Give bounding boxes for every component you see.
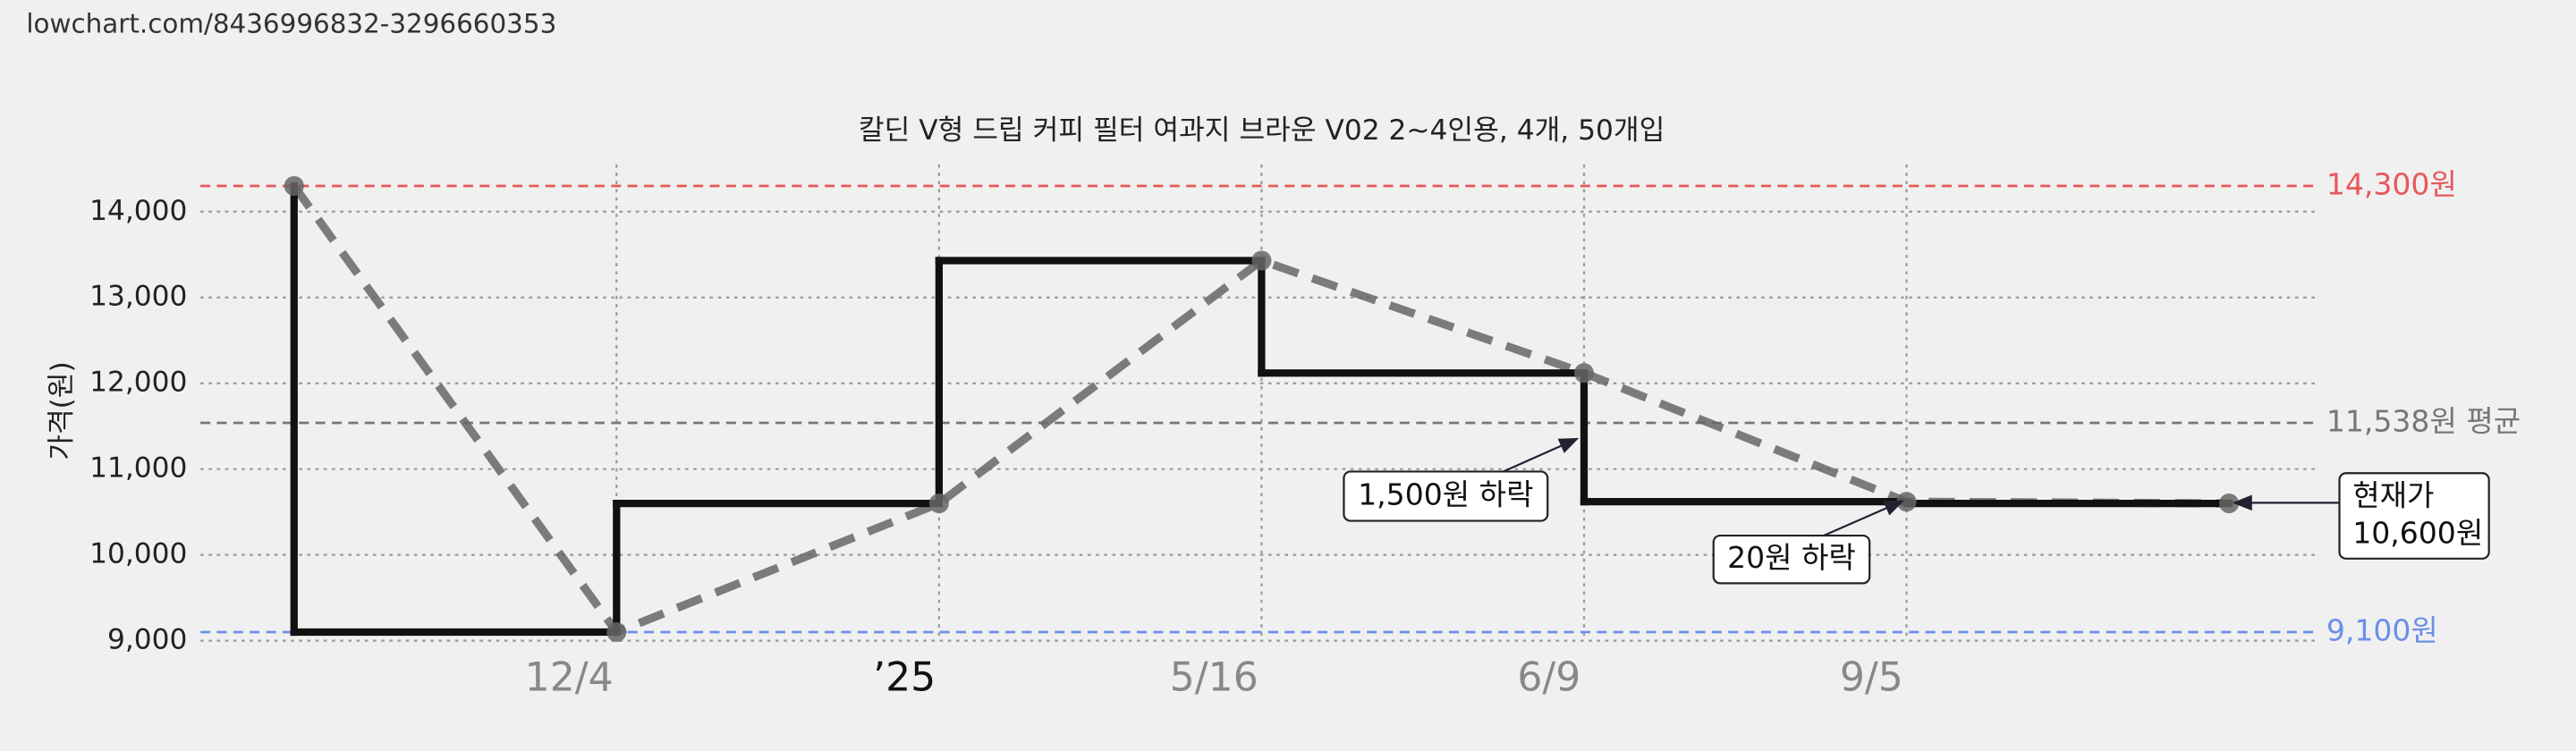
y-tick-label: 13,000 <box>89 281 187 313</box>
annotation-box <box>1712 534 1871 585</box>
chart-title: 칼딘 V형 드립 커피 필터 여과지 브라운 V02 2~4인용, 4개, 50… <box>859 114 1665 147</box>
reference-label: 9,100원 <box>2326 613 2438 648</box>
annotation-arrow <box>1823 500 1904 537</box>
annotation-box <box>2338 472 2490 560</box>
x-tick-label: ’25 <box>873 655 936 701</box>
y-tick-label: 9,000 <box>107 624 187 656</box>
y-tick-label: 10,000 <box>89 538 187 570</box>
reference-label: 11,538원 평균 <box>2326 404 2521 439</box>
point <box>928 494 949 514</box>
point <box>284 175 304 196</box>
x-tick-label: 12/4 <box>525 655 614 701</box>
annotation-text: 현재가 <box>2352 477 2434 512</box>
x-tick-label: 6/9 <box>1517 655 1580 701</box>
y-tick-label: 12,000 <box>89 367 187 399</box>
x-tick-label: 9/5 <box>1840 655 1903 701</box>
point <box>1573 363 1594 384</box>
annotation-box <box>1343 470 1549 522</box>
y-tick-label: 14,000 <box>89 195 187 227</box>
annotation-text: 1,500원 하락 <box>1358 477 1533 512</box>
y-tick-label: 11,000 <box>89 452 187 485</box>
x-tick-label: 5/16 <box>1170 655 1258 701</box>
point <box>1251 250 1272 271</box>
annotation-text: 10,600원 <box>2352 516 2483 551</box>
point <box>606 622 627 643</box>
annotation-arrow <box>1503 437 1580 473</box>
url: lowchart.com/8436996832-3296660353 <box>26 8 556 38</box>
reference-label: 14,300원 <box>2326 166 2457 201</box>
annotation-text: 20원 하락 <box>1727 540 1856 575</box>
y-axis-label: 가격(원) <box>46 361 78 460</box>
